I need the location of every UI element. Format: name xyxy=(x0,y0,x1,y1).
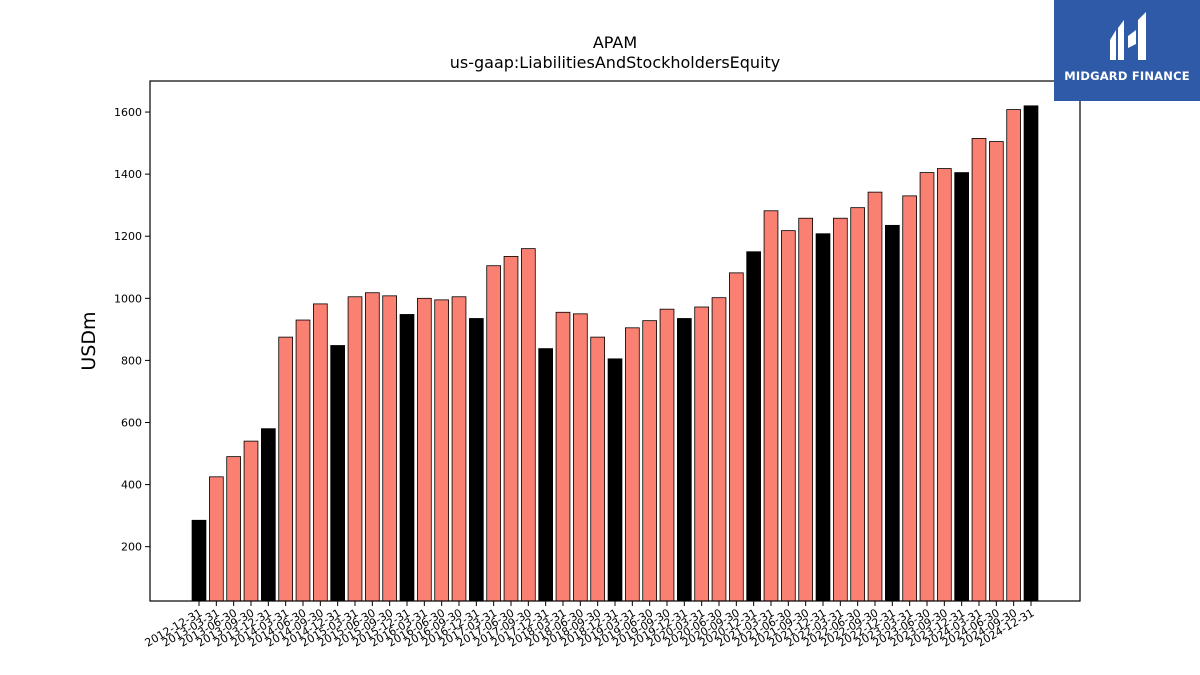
midgard-finance-logo: MIDGARD FINANCE xyxy=(1054,0,1200,101)
bar-2019-06-30 xyxy=(642,320,657,602)
x-ticks-group: 2012-12-312013-03-312013-06-302013-09-30… xyxy=(143,601,1037,650)
y-tick-label: 400 xyxy=(121,479,142,492)
bar-2014-03-31 xyxy=(278,336,294,602)
midgard-logo-icon xyxy=(1110,12,1146,60)
bar-2012-12-31 xyxy=(191,519,207,602)
bar-2017-03-31 xyxy=(486,265,502,602)
bar-2013-03-31 xyxy=(208,476,224,602)
y-ticks-group: 200 400 600 800 1000 1200 1400 1600 xyxy=(114,106,150,554)
bar-2021-06-30 xyxy=(781,230,796,602)
y-tick-label: 800 xyxy=(121,354,142,367)
plot-frame xyxy=(149,80,1081,602)
bar-2018-12-31 xyxy=(607,358,623,602)
bar-2019-09-30 xyxy=(659,308,675,602)
bar-2014-09-30 xyxy=(312,303,328,602)
bar-2018-03-31 xyxy=(555,311,571,602)
bar-2022-03-31 xyxy=(833,217,848,602)
y-tick-label: 1400 xyxy=(114,168,142,181)
bar-2024-12-31 xyxy=(1023,105,1039,602)
bar-2022-09-30 xyxy=(867,191,883,602)
y-tick-label: 1600 xyxy=(114,106,142,119)
bar-2021-09-30 xyxy=(798,217,813,602)
bar-2013-12-31 xyxy=(260,428,276,602)
bar-2022-12-31 xyxy=(885,224,900,602)
bar-2014-06-30 xyxy=(295,319,311,602)
bar-2016-06-30 xyxy=(434,299,450,602)
bar-2020-03-31 xyxy=(694,306,709,602)
y-tick-label: 1000 xyxy=(114,292,142,305)
bar-2019-03-31 xyxy=(625,327,640,602)
bar-2017-12-31 xyxy=(538,348,553,602)
bar-2016-12-31 xyxy=(468,318,484,602)
bar-2015-06-30 xyxy=(364,292,380,602)
bar-2020-09-30 xyxy=(729,272,744,602)
bar-2023-03-31 xyxy=(902,195,917,602)
bar-2020-06-30 xyxy=(711,297,727,602)
bars-group xyxy=(191,105,1039,602)
bar-2024-03-31 xyxy=(971,138,987,602)
chart-subtitle: us-gaap:LiabilitiesAndStockholdersEquity xyxy=(450,53,781,72)
bar-2018-09-30 xyxy=(590,336,605,602)
y-tick-label: 200 xyxy=(121,541,142,554)
bar-2018-06-30 xyxy=(573,313,588,602)
bar-2024-09-30 xyxy=(1006,109,1021,602)
bar-2020-12-31 xyxy=(746,251,761,602)
bar-2013-06-30 xyxy=(226,456,241,602)
bar-2021-12-31 xyxy=(815,233,831,602)
bar-2016-03-31 xyxy=(416,297,432,602)
y-tick-label: 1200 xyxy=(114,230,142,243)
bar-2019-12-31 xyxy=(677,318,692,602)
bar-2023-09-30 xyxy=(937,168,952,602)
bar-2023-06-30 xyxy=(919,172,935,602)
bar-2017-09-30 xyxy=(521,248,536,602)
bar-2021-03-31 xyxy=(763,210,779,602)
y-axis-label: USDm xyxy=(78,311,100,370)
bar-2014-12-31 xyxy=(330,345,346,602)
bar-2015-09-30 xyxy=(382,295,398,602)
y-tick-label: 600 xyxy=(121,416,142,429)
bar-2022-06-30 xyxy=(850,207,865,602)
bar-2023-12-31 xyxy=(954,172,969,602)
bar-2015-03-31 xyxy=(347,296,363,602)
bar-2024-06-30 xyxy=(989,141,1004,602)
bar-2016-09-30 xyxy=(451,296,467,602)
bar-2015-12-31 xyxy=(399,314,415,602)
bar-2017-06-30 xyxy=(503,255,519,602)
chart-title: APAM xyxy=(593,33,637,52)
bar-2013-09-30 xyxy=(243,440,259,602)
logo-text: MIDGARD FINANCE xyxy=(1064,69,1190,83)
